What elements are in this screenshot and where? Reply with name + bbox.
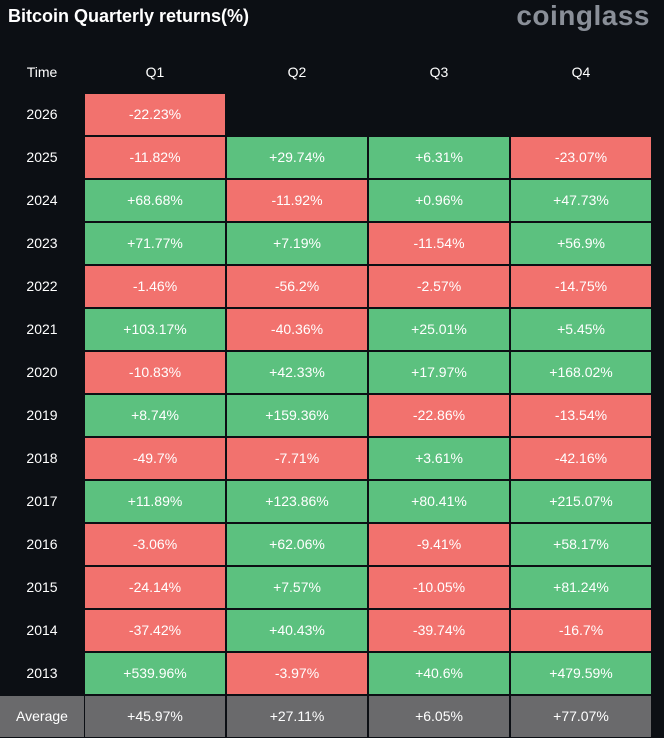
return-cell: -40.36% bbox=[227, 309, 367, 350]
return-cell: +8.74% bbox=[85, 395, 225, 436]
return-cell: -11.82% bbox=[85, 137, 225, 178]
row-label: 2023 bbox=[26, 235, 58, 251]
return-cell: -39.74% bbox=[369, 610, 509, 651]
row-label: 2016 bbox=[26, 536, 58, 552]
return-cell: -2.57% bbox=[369, 266, 509, 307]
return-cell: -24.14% bbox=[85, 567, 225, 608]
row-label: 2015 bbox=[26, 579, 58, 595]
return-cell: +40.6% bbox=[369, 653, 509, 694]
return-cell: -14.75% bbox=[511, 266, 651, 307]
return-cell: +6.31% bbox=[369, 137, 509, 178]
return-cell: +479.59% bbox=[511, 653, 651, 694]
row-label: 2018 bbox=[26, 450, 58, 466]
logo: coinglass bbox=[516, 0, 650, 31]
return-cell: -3.06% bbox=[85, 524, 225, 565]
return-cell: -49.7% bbox=[85, 438, 225, 479]
return-cell: +215.07% bbox=[511, 481, 651, 522]
return-cell: +62.06% bbox=[227, 524, 367, 565]
return-cell: +29.74% bbox=[227, 137, 367, 178]
return-cell: +103.17% bbox=[85, 309, 225, 350]
return-cell: +40.43% bbox=[227, 610, 367, 651]
row-label: 2022 bbox=[26, 278, 58, 294]
return-cell: +168.02% bbox=[511, 352, 651, 393]
return-cell: +5.45% bbox=[511, 309, 651, 350]
return-cell: +71.77% bbox=[85, 223, 225, 264]
return-cell: -13.54% bbox=[511, 395, 651, 436]
row-label: 2017 bbox=[26, 493, 58, 509]
row-label: 2020 bbox=[26, 364, 58, 380]
return-cell: +47.73% bbox=[511, 180, 651, 221]
row-label: 2019 bbox=[26, 407, 58, 423]
column-header: Q4 bbox=[571, 64, 591, 80]
return-cell: -1.46% bbox=[85, 266, 225, 307]
return-cell: -42.16% bbox=[511, 438, 651, 479]
column-header: Q2 bbox=[287, 64, 307, 80]
return-cell: +27.11% bbox=[227, 696, 367, 737]
row-label: 2024 bbox=[26, 192, 58, 208]
column-header: Q3 bbox=[429, 64, 449, 80]
return-cell: -37.42% bbox=[85, 610, 225, 651]
return-cell: +11.89% bbox=[85, 481, 225, 522]
row-label: 2025 bbox=[26, 149, 58, 165]
return-cell: -11.92% bbox=[227, 180, 367, 221]
return-cell: -23.07% bbox=[511, 137, 651, 178]
return-cell: -56.2% bbox=[227, 266, 367, 307]
return-cell: -22.23% bbox=[85, 94, 225, 135]
column-header: Q1 bbox=[145, 64, 165, 80]
return-cell: +42.33% bbox=[227, 352, 367, 393]
row-label: 2013 bbox=[26, 665, 58, 681]
return-cell: +6.05% bbox=[369, 696, 509, 737]
return-cell: +3.61% bbox=[369, 438, 509, 479]
row-label: 2021 bbox=[26, 321, 58, 337]
return-cell: +58.17% bbox=[511, 524, 651, 565]
return-cell: +0.96% bbox=[369, 180, 509, 221]
return-cell: -16.7% bbox=[511, 610, 651, 651]
return-cell: +17.97% bbox=[369, 352, 509, 393]
title: Bitcoin Quarterly returns(%) bbox=[8, 6, 250, 26]
return-cell: +56.9% bbox=[511, 223, 651, 264]
return-cell: +159.36% bbox=[227, 395, 367, 436]
return-cell: +81.24% bbox=[511, 567, 651, 608]
return-cell: +25.01% bbox=[369, 309, 509, 350]
return-cell: +68.68% bbox=[85, 180, 225, 221]
return-cell: +80.41% bbox=[369, 481, 509, 522]
return-cell: -11.54% bbox=[369, 223, 509, 264]
return-cell: -7.71% bbox=[227, 438, 367, 479]
row-label: Average bbox=[0, 696, 84, 737]
return-cell: +7.19% bbox=[227, 223, 367, 264]
return-cell: -10.83% bbox=[85, 352, 225, 393]
return-cell: +123.86% bbox=[227, 481, 367, 522]
return-cell: +7.57% bbox=[227, 567, 367, 608]
row-label: 2014 bbox=[26, 622, 58, 638]
row-label: 2026 bbox=[26, 106, 58, 122]
return-cell: +45.97% bbox=[85, 696, 225, 737]
return-cell: -22.86% bbox=[369, 395, 509, 436]
return-cell: +77.07% bbox=[511, 696, 651, 737]
return-cell: -10.05% bbox=[369, 567, 509, 608]
return-cell: -3.97% bbox=[227, 653, 367, 694]
return-cell: -9.41% bbox=[369, 524, 509, 565]
column-header: Time bbox=[26, 64, 58, 80]
return-cell: +539.96% bbox=[85, 653, 225, 694]
